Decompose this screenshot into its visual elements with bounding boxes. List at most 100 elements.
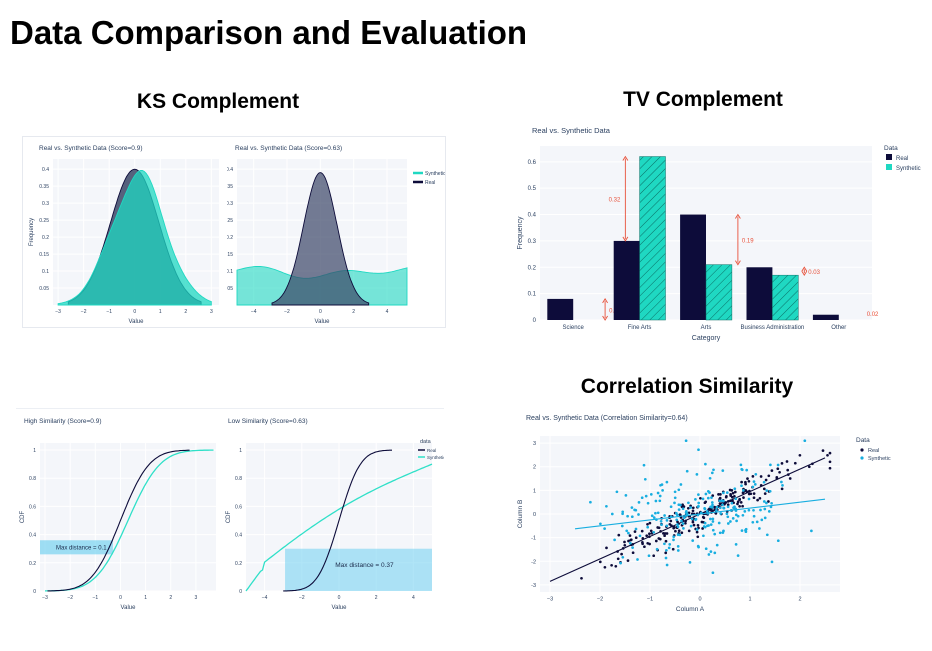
synthetic-point — [759, 508, 762, 512]
max-distance-label: Max distance = 0.37 — [335, 562, 394, 569]
synthetic-point — [702, 525, 706, 528]
synthetic-point — [654, 511, 657, 515]
synthetic-point — [710, 471, 714, 475]
difference-label: 0.19 — [742, 239, 754, 245]
synthetic-point — [722, 529, 725, 533]
real-point — [733, 494, 736, 498]
x-tick-label: 2 — [169, 595, 172, 601]
y-axis-label: Column B — [517, 500, 524, 529]
synthetic-point — [620, 524, 624, 528]
y-tick-label: 0.05 — [39, 286, 49, 292]
real-point — [649, 529, 653, 533]
synthetic-point — [652, 530, 656, 534]
synthetic-point — [780, 480, 783, 484]
synthetic-point — [675, 513, 679, 517]
real-point — [711, 509, 715, 512]
synthetic-point — [711, 517, 715, 521]
real-point — [610, 563, 613, 567]
x-tick-label: −3 — [42, 595, 48, 601]
real-point — [691, 520, 695, 524]
bar-real — [680, 214, 706, 320]
real-point — [631, 551, 635, 555]
real-point — [752, 492, 756, 495]
synthetic-point — [695, 473, 699, 476]
synthetic-point — [726, 505, 730, 509]
real-cdf-line — [283, 449, 392, 592]
synthetic-point — [702, 534, 705, 538]
y-tick-label: 0.8 — [235, 476, 242, 482]
synthetic-point — [720, 499, 724, 503]
y-tick-label: 0.1 — [227, 269, 233, 275]
y-tick-label: 0.35 — [227, 184, 233, 190]
synthetic-point — [721, 503, 724, 507]
synthetic-point — [665, 524, 669, 528]
synthetic-point — [744, 528, 747, 532]
synthetic-point — [633, 508, 636, 512]
synthetic-point — [725, 512, 729, 516]
x-tick-label: −2 — [81, 309, 87, 315]
real-point — [628, 534, 632, 537]
synthetic-point — [763, 507, 767, 511]
real-trend-line — [549, 457, 826, 582]
legend-swatch — [860, 456, 864, 460]
real-point — [758, 496, 762, 500]
real-point — [682, 505, 686, 508]
synthetic-point — [715, 543, 719, 547]
x-tick-label: Business Administration — [741, 325, 805, 331]
legend-title: Data — [884, 145, 898, 152]
synthetic-point — [631, 546, 634, 549]
real-point — [687, 529, 691, 533]
synthetic-point — [687, 501, 690, 505]
synthetic-point — [740, 467, 744, 471]
synthetic-point — [711, 528, 715, 532]
real-point — [640, 529, 644, 533]
bar-synthetic — [639, 156, 666, 321]
x-tick-label: −3 — [547, 597, 553, 603]
real-point — [623, 543, 627, 547]
synthetic-point — [711, 571, 715, 575]
synthetic-point — [672, 535, 676, 539]
synthetic-point — [741, 513, 745, 517]
plot-area — [40, 443, 216, 591]
synthetic-point — [734, 497, 738, 501]
synthetic-point — [658, 499, 662, 503]
y-tick-label: 0.05 — [227, 286, 233, 292]
synthetic-point — [655, 547, 659, 551]
synthetic-point — [752, 514, 756, 518]
real-point — [828, 460, 832, 464]
y-tick-label: 0.6 — [29, 504, 36, 510]
real-point — [780, 487, 784, 491]
synthetic-point — [644, 494, 648, 498]
real-point — [741, 491, 745, 495]
synthetic-point — [704, 547, 708, 551]
synthetic-point — [685, 512, 689, 516]
synthetic-point — [708, 491, 711, 494]
y-tick-label: 0.1 — [528, 292, 537, 298]
synthetic-point — [758, 527, 761, 530]
synthetic-point — [719, 512, 723, 515]
synthetic-point — [711, 503, 714, 507]
x-tick-label: Arts — [701, 325, 712, 331]
synthetic-point — [776, 463, 780, 467]
real-point — [752, 496, 756, 500]
arrow-head — [602, 298, 608, 304]
x-tick-label: 4 — [412, 595, 415, 601]
real-point — [623, 540, 626, 544]
synthetic-point — [682, 527, 685, 530]
x-tick-label: 0 — [319, 309, 322, 315]
synthetic-point — [725, 491, 729, 494]
synthetic-point — [730, 501, 734, 505]
synthetic-point — [776, 539, 780, 543]
real-point — [736, 502, 739, 506]
real-point — [691, 506, 695, 510]
real-point — [739, 501, 743, 504]
legend-label: Real — [427, 448, 436, 453]
synthetic-point — [713, 551, 717, 555]
synthetic-point — [647, 554, 651, 558]
real-point — [717, 493, 720, 496]
chart-title: Low Similarity (Score=0.63) — [228, 418, 308, 425]
x-tick-label: Science — [563, 325, 585, 331]
legend-label: Synthetic — [896, 166, 921, 172]
synthetic-point — [726, 515, 730, 519]
synthetic-point — [677, 488, 681, 492]
